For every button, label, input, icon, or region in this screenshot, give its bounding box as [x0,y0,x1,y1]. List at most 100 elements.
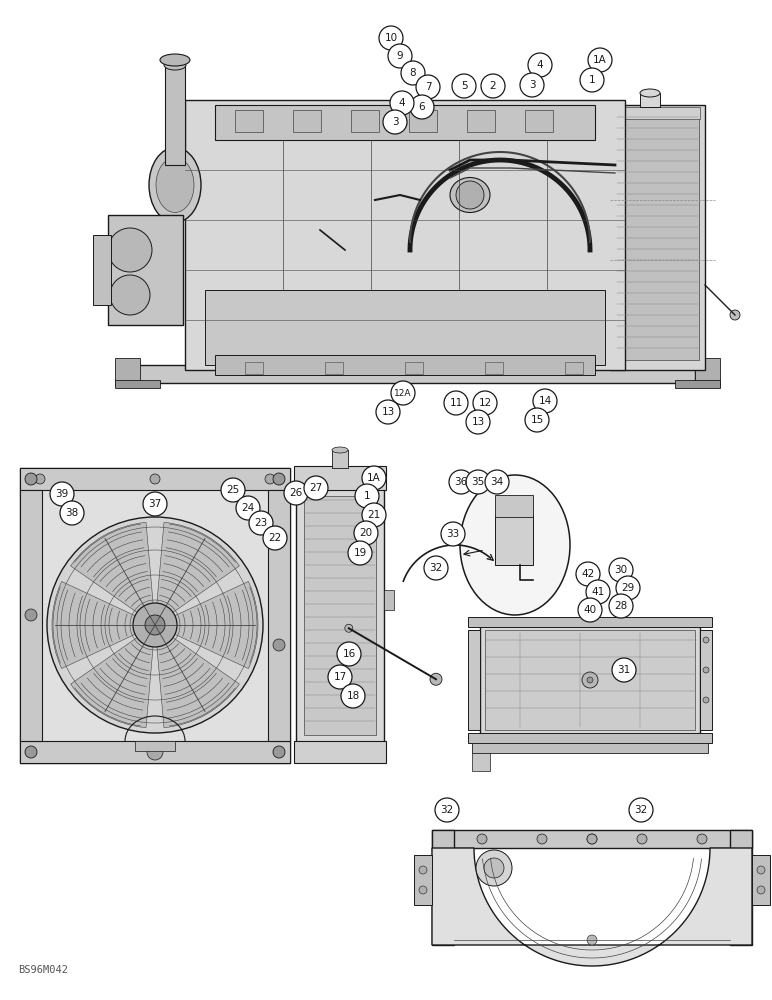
Bar [296,488,384,743]
Text: 11: 11 [449,398,462,408]
Bar [409,110,437,132]
Wedge shape [70,636,154,728]
Ellipse shape [149,147,201,223]
Bar [268,490,290,741]
Circle shape [383,110,407,134]
Bar [245,362,263,374]
Circle shape [449,470,473,494]
Bar [616,115,699,360]
Circle shape [435,798,459,822]
Wedge shape [52,581,137,669]
Bar [700,630,712,730]
Circle shape [616,576,640,600]
Text: 17: 17 [334,672,347,682]
Ellipse shape [160,54,190,66]
Bar [20,468,290,490]
Text: 25: 25 [226,485,239,495]
Text: 39: 39 [56,489,69,499]
Circle shape [484,858,504,878]
Circle shape [609,594,633,618]
Wedge shape [157,636,239,728]
Bar [235,110,263,132]
Bar [472,753,490,771]
Circle shape [587,834,597,844]
Text: 27: 27 [310,483,323,493]
Circle shape [452,74,476,98]
Ellipse shape [460,475,570,615]
Circle shape [265,474,275,484]
Text: 37: 37 [148,499,161,509]
Ellipse shape [332,447,348,453]
Wedge shape [70,522,154,614]
Text: 19: 19 [354,548,367,558]
Text: 26: 26 [290,488,303,498]
Circle shape [379,26,403,50]
Circle shape [476,850,512,886]
Text: 1: 1 [589,75,595,85]
Circle shape [525,408,549,432]
Text: 10: 10 [384,33,398,43]
Text: 4: 4 [398,98,405,108]
Text: 40: 40 [584,605,597,615]
Text: 3: 3 [391,117,398,127]
Circle shape [466,470,490,494]
Circle shape [528,53,552,77]
Circle shape [609,558,633,582]
Bar [20,468,290,763]
Circle shape [757,866,765,874]
Circle shape [348,541,372,565]
Bar [205,290,605,365]
Circle shape [477,834,487,844]
Bar [294,466,386,490]
Circle shape [419,866,427,874]
Circle shape [703,637,709,643]
Circle shape [391,381,415,405]
Bar [730,830,752,945]
Circle shape [25,473,37,485]
Circle shape [249,511,273,535]
Text: 41: 41 [591,587,604,597]
Circle shape [362,466,386,490]
Circle shape [221,478,245,502]
Bar [108,215,183,325]
Circle shape [456,181,484,209]
Circle shape [337,642,361,666]
Ellipse shape [156,157,194,213]
Bar [495,495,533,517]
Circle shape [416,75,440,99]
Circle shape [730,310,740,320]
Text: 8: 8 [410,68,416,78]
Circle shape [390,91,414,115]
Text: 29: 29 [621,583,635,593]
Bar [135,741,175,751]
Circle shape [586,580,610,604]
Circle shape [354,521,378,545]
Bar [480,625,700,735]
Circle shape [587,935,597,945]
Text: 2: 2 [489,81,496,91]
Bar [93,235,111,305]
Bar [640,93,660,107]
Bar [610,105,705,370]
Bar [525,110,553,132]
Bar [485,362,503,374]
Circle shape [587,834,597,844]
Bar [695,358,720,386]
Circle shape [273,746,285,758]
Text: 22: 22 [269,533,282,543]
Text: 14: 14 [538,396,552,406]
Bar [215,105,595,140]
Circle shape [587,677,593,683]
Circle shape [703,667,709,673]
Circle shape [537,834,547,844]
Ellipse shape [164,60,186,70]
Circle shape [588,48,612,72]
Circle shape [444,391,468,415]
Circle shape [582,672,598,688]
Circle shape [533,389,557,413]
Circle shape [388,44,412,68]
Circle shape [424,556,448,580]
Text: 3: 3 [529,80,535,90]
Circle shape [441,522,465,546]
Text: 36: 36 [455,477,468,487]
